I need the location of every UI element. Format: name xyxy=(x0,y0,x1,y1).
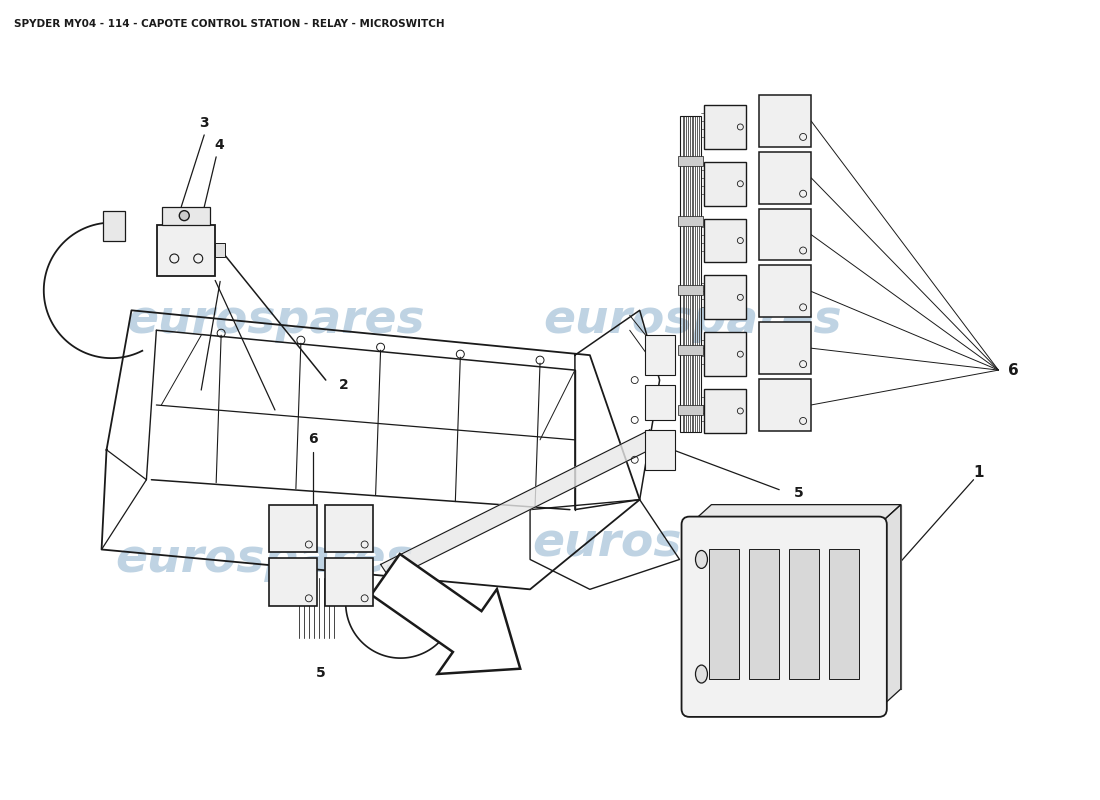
Bar xyxy=(704,332,746,376)
Polygon shape xyxy=(690,505,901,525)
Polygon shape xyxy=(879,505,901,709)
Polygon shape xyxy=(372,554,520,674)
Ellipse shape xyxy=(695,665,707,683)
Bar xyxy=(704,275,746,319)
Text: 5: 5 xyxy=(794,486,804,500)
Text: 4: 4 xyxy=(214,138,224,152)
Bar xyxy=(704,218,746,262)
Bar xyxy=(759,379,811,431)
Bar xyxy=(759,152,811,204)
Bar xyxy=(678,405,704,415)
Circle shape xyxy=(179,210,189,221)
Bar xyxy=(789,550,820,679)
Bar xyxy=(710,550,739,679)
Bar xyxy=(678,216,704,226)
Text: eurospares: eurospares xyxy=(532,521,830,566)
Bar xyxy=(749,550,779,679)
Text: SPYDER MY04 - 114 - CAPOTE CONTROL STATION - RELAY - MICROSWITCH: SPYDER MY04 - 114 - CAPOTE CONTROL STATI… xyxy=(14,19,444,30)
Bar xyxy=(759,322,811,374)
Polygon shape xyxy=(712,505,901,689)
Bar xyxy=(270,505,317,553)
Bar xyxy=(163,206,210,225)
Bar xyxy=(759,95,811,147)
Text: 6: 6 xyxy=(1009,362,1020,378)
Bar xyxy=(690,525,879,709)
Text: 3: 3 xyxy=(199,116,209,130)
Text: eurospares: eurospares xyxy=(126,298,426,342)
Bar xyxy=(678,345,704,355)
Bar xyxy=(829,550,859,679)
Bar xyxy=(678,156,704,166)
Bar xyxy=(645,385,674,420)
Text: eurospares: eurospares xyxy=(116,537,415,582)
Text: 6: 6 xyxy=(308,432,318,446)
Bar xyxy=(324,558,373,606)
Bar xyxy=(704,389,746,433)
Polygon shape xyxy=(381,430,660,579)
Bar xyxy=(157,225,216,277)
FancyBboxPatch shape xyxy=(682,517,887,717)
Bar xyxy=(324,505,373,553)
Bar xyxy=(216,242,225,258)
Text: 1: 1 xyxy=(974,466,983,480)
Bar xyxy=(759,266,811,318)
Bar xyxy=(704,105,746,149)
Bar xyxy=(645,430,674,470)
Ellipse shape xyxy=(695,550,707,569)
Text: 5: 5 xyxy=(316,666,326,680)
Bar xyxy=(678,286,704,295)
Bar xyxy=(704,162,746,206)
Text: 2: 2 xyxy=(339,378,349,392)
Bar xyxy=(680,116,702,432)
Bar xyxy=(759,209,811,261)
Bar xyxy=(270,558,317,606)
Bar xyxy=(645,335,674,375)
Bar xyxy=(103,211,125,242)
Text: eurospares: eurospares xyxy=(543,298,842,342)
